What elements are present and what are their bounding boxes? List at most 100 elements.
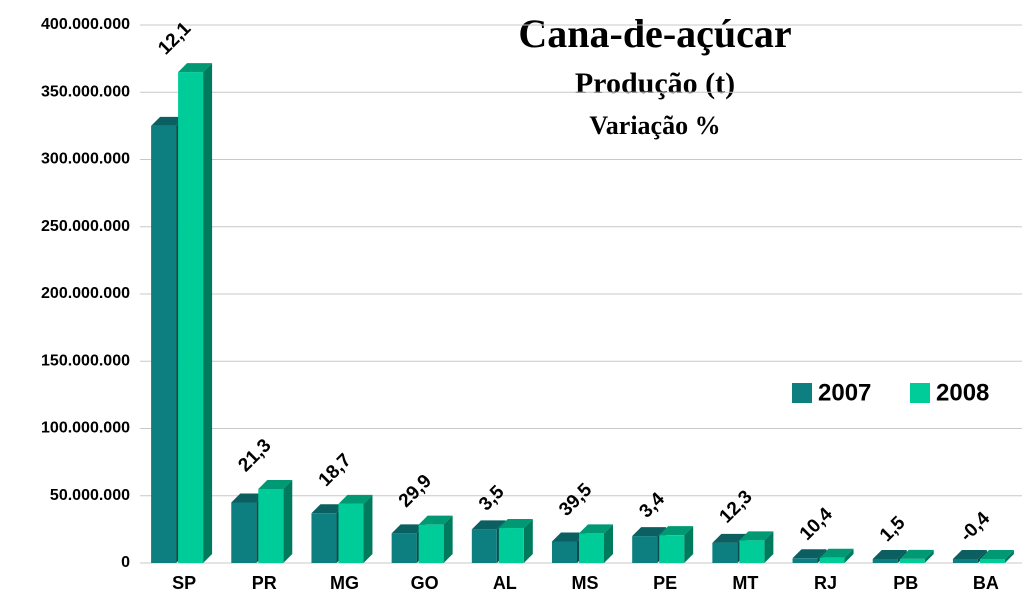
bar-top	[952, 549, 987, 559]
bar-side	[283, 480, 293, 563]
bar-side	[604, 524, 613, 563]
bar	[498, 519, 533, 563]
variation-label: 1,5	[876, 512, 910, 546]
y-tick-label: 100.000.000	[41, 420, 130, 437]
bar-front	[659, 535, 685, 563]
x-tick-label: PB	[893, 573, 918, 593]
bar-top	[899, 549, 934, 559]
x-tick-label: MS	[572, 573, 599, 593]
bar-front	[231, 502, 257, 563]
bar	[178, 63, 213, 563]
bar-front	[418, 524, 444, 563]
chart-title: Cana-de-açúcar	[518, 11, 791, 56]
bar-top	[178, 63, 213, 73]
legend-swatch	[910, 383, 930, 403]
bar	[659, 526, 694, 563]
variation-label: 29,9	[395, 471, 436, 512]
bar-front	[311, 513, 337, 563]
x-tick-label: GO	[411, 573, 439, 593]
bar-top	[498, 519, 533, 529]
bar-top	[552, 532, 586, 542]
y-tick-label: 0	[121, 554, 130, 571]
legend-swatch	[792, 383, 812, 403]
bar-top	[792, 549, 827, 559]
bar-front	[632, 536, 658, 563]
variation-label: 12,3	[716, 486, 757, 527]
bar	[739, 531, 774, 563]
legend-label: 2007	[818, 379, 871, 406]
y-tick-label: 300.000.000	[41, 151, 130, 168]
bar-top	[231, 493, 266, 503]
bar-front	[579, 533, 604, 563]
bar-front	[151, 125, 177, 563]
bar-front	[792, 558, 818, 563]
bar	[899, 549, 934, 563]
x-tick-label: MT	[732, 573, 758, 593]
y-tick-label: 50.000.000	[50, 487, 130, 504]
bar-side	[764, 531, 774, 563]
bar-side	[443, 515, 453, 563]
bar-top	[712, 533, 747, 543]
bar-side	[523, 519, 533, 563]
bar-front	[391, 533, 417, 563]
bar-side	[203, 63, 213, 563]
bar-front	[899, 558, 925, 563]
bar-front	[178, 72, 204, 563]
bar-front	[258, 489, 284, 563]
bar-top	[632, 527, 667, 537]
bar	[418, 515, 453, 563]
bar-front	[739, 540, 765, 563]
y-tick-label: 200.000.000	[41, 285, 130, 302]
bar-front	[712, 542, 738, 563]
variation-label: 10,4	[796, 504, 837, 545]
chart-subtitle: Produção (t)	[575, 67, 735, 100]
bar-front	[819, 557, 845, 563]
bar	[979, 549, 1014, 563]
variation-label: 12,1	[154, 18, 195, 59]
bar-side	[684, 526, 694, 563]
bar-side	[924, 549, 934, 563]
bar-top	[471, 520, 506, 530]
y-tick-label: 150.000.000	[41, 352, 130, 369]
variation-label: 18,7	[315, 450, 356, 491]
bar-front	[952, 558, 978, 563]
variation-label: 3,5	[475, 481, 509, 515]
variation-label: 39,5	[555, 479, 596, 520]
bar-front	[338, 503, 364, 563]
bar-front	[471, 529, 497, 563]
x-tick-label: SP	[172, 573, 196, 593]
bar-top	[311, 504, 346, 514]
bar	[819, 548, 854, 563]
x-tick-label: PR	[252, 573, 277, 593]
x-tick-label: RJ	[814, 573, 837, 593]
bar-side	[844, 548, 854, 563]
variation-label: 21,3	[235, 435, 276, 476]
bar-top	[338, 494, 373, 504]
bar-top	[579, 524, 613, 534]
bar	[258, 480, 293, 563]
bar-side	[1004, 549, 1014, 563]
bar	[471, 520, 506, 563]
bar	[579, 524, 613, 563]
x-tick-label: PE	[653, 573, 677, 593]
bar-top	[659, 526, 694, 536]
x-tick-label: BA	[973, 573, 999, 593]
x-tick-label: AL	[493, 573, 517, 593]
bar-top	[979, 549, 1014, 559]
bar-side	[363, 494, 373, 563]
variation-label: 3,4	[635, 488, 669, 522]
y-tick-label: 250.000.000	[41, 218, 130, 235]
bar-top	[872, 549, 907, 559]
bar-front	[872, 558, 898, 563]
bar-top	[739, 531, 774, 541]
chart-annotation: Variação %	[589, 111, 720, 140]
bar-front	[498, 528, 524, 563]
bar-top	[819, 548, 854, 558]
bar	[338, 494, 373, 563]
y-tick-label: 350.000.000	[41, 83, 130, 100]
bar-top	[391, 524, 426, 534]
y-tick-label: 400.000.000	[41, 16, 130, 33]
bar-front	[552, 541, 577, 563]
x-tick-label: MG	[330, 573, 359, 593]
